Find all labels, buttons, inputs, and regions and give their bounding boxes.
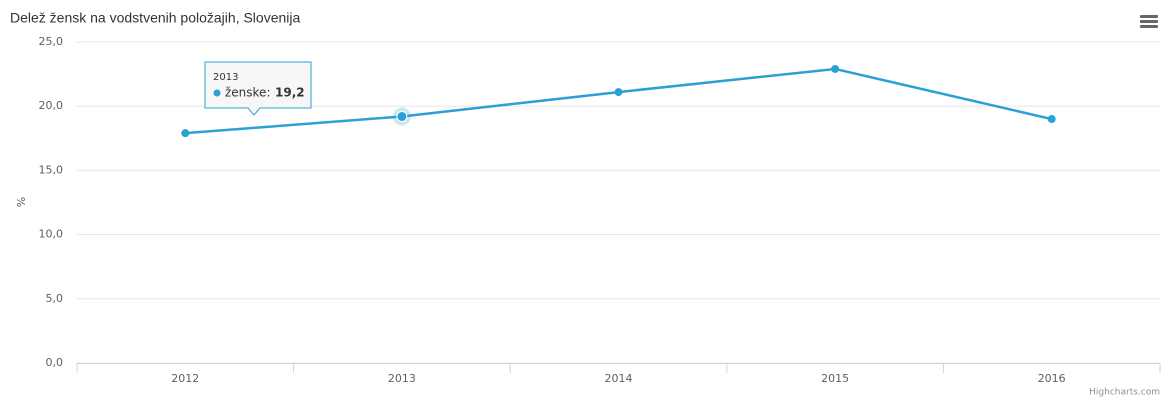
- y-axis-title: %: [15, 197, 28, 207]
- chart-title: Delež žensk na vodstvenih položajih, Slo…: [10, 10, 300, 26]
- menu-bar[interactable]: [1140, 15, 1158, 18]
- y-tick-label: 0,0: [46, 356, 64, 369]
- y-tick-label: 10,0: [39, 228, 64, 241]
- x-tick-label: 2013: [388, 372, 416, 385]
- line: [185, 67, 1052, 135]
- x-tick-label: 2015: [821, 372, 849, 385]
- x-tick-label: 2012: [171, 372, 199, 385]
- point: [1047, 115, 1056, 124]
- menu-bar[interactable]: [1140, 20, 1158, 23]
- point: [614, 88, 623, 97]
- menu-bar[interactable]: [1140, 25, 1158, 28]
- tooltip-value: 19,2: [275, 86, 305, 100]
- x-tick-label: 2016: [1038, 372, 1066, 385]
- y-tick-label: 5,0: [46, 292, 64, 305]
- y-tick-label: 20,0: [39, 99, 64, 112]
- credits[interactable]: Highcharts.com: [1089, 388, 1160, 398]
- tooltip-header: 2013: [213, 72, 238, 83]
- tooltip-text: ženske:: [225, 86, 271, 100]
- x-tick-label: 2014: [605, 372, 633, 385]
- y-tick-label: 15,0: [39, 163, 64, 176]
- menu-button[interactable]: [1140, 15, 1158, 28]
- tooltip-marker: [213, 89, 221, 97]
- y-tick-label: 25,0: [39, 35, 64, 48]
- tooltip: 2013 ženske: 19,2: [204, 61, 312, 116]
- point: [181, 129, 190, 138]
- tooltip-box: [204, 61, 312, 116]
- point: [831, 64, 840, 73]
- point: [396, 110, 408, 122]
